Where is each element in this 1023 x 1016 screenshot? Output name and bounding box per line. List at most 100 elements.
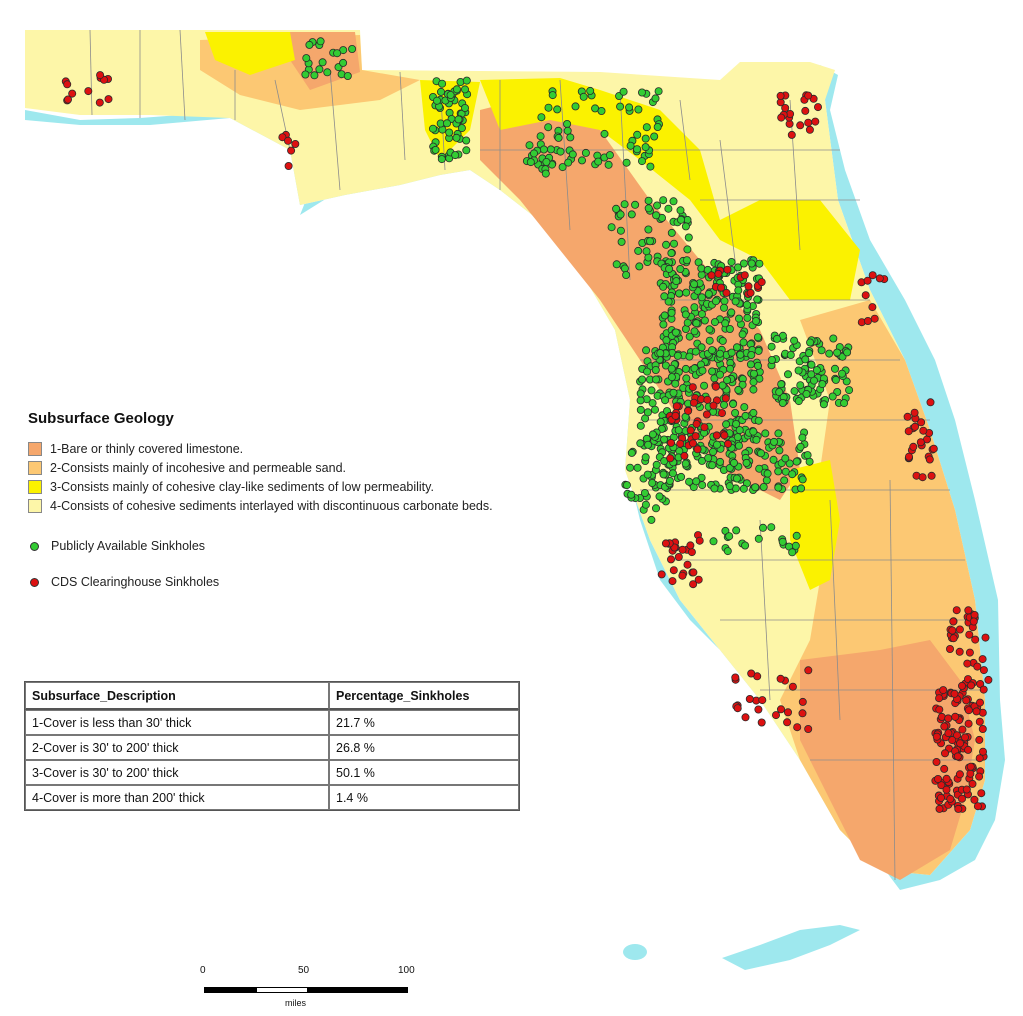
- cds-sinkhole-point: [962, 785, 971, 794]
- public-sinkhole-point: [662, 240, 671, 249]
- cds-sinkhole-point: [868, 303, 877, 312]
- cds-sinkhole-point: [717, 283, 726, 292]
- cds-sinkhole-point: [932, 732, 941, 741]
- public-sinkhole-point: [656, 417, 665, 426]
- cds-sinkhole-point: [669, 566, 678, 575]
- public-sinkhole-point: [704, 289, 713, 298]
- cds-sinkhole-point: [966, 769, 975, 778]
- public-sinkhole-point: [743, 313, 752, 322]
- cds-sinkhole-point: [919, 426, 928, 435]
- geology-class-3-panhandle: [205, 32, 295, 75]
- public-sinkhole-point: [661, 396, 670, 405]
- public-sinkhole-point: [734, 286, 743, 295]
- public-sinkhole-point: [600, 129, 609, 138]
- cds-sinkhole-point: [772, 711, 781, 720]
- public-sinkhole-point: [665, 264, 674, 273]
- public-sinkhole-point: [451, 151, 460, 160]
- public-sinkhole-point: [438, 79, 447, 88]
- public-sinkhole-point: [833, 348, 842, 357]
- public-sinkhole-point: [636, 396, 645, 405]
- public-sinkhole-point: [806, 338, 815, 347]
- public-sinkhole-point: [302, 54, 311, 63]
- table-cell: 21.7 %: [329, 710, 519, 735]
- cds-sinkhole-point: [702, 410, 711, 419]
- public-sinkhole-point: [566, 133, 575, 142]
- public-sinkhole-point: [651, 405, 660, 414]
- public-sinkhole-point: [652, 460, 661, 469]
- public-sinkhole-point: [754, 346, 763, 355]
- scale-segment-2: [256, 987, 308, 993]
- public-sinkhole-point: [671, 379, 680, 388]
- public-sinkhole-point: [622, 158, 631, 167]
- public-sinkhole-point: [642, 346, 651, 355]
- public-sinkhole-point: [698, 310, 707, 319]
- public-sinkhole-point: [446, 91, 455, 100]
- public-sinkhole-point: [542, 157, 551, 166]
- public-sinkhole-point: [763, 469, 772, 478]
- public-sinkhole-point: [544, 103, 553, 112]
- scale-tick-0: 0: [200, 965, 206, 976]
- public-sinkhole-point: [594, 157, 603, 166]
- cds-sinkhole-point: [958, 725, 967, 734]
- public-sinkhole-point: [708, 461, 717, 470]
- cds-sinkhole-point: [916, 438, 925, 447]
- public-sinkhole-point: [698, 481, 707, 490]
- public-sinkhole-point: [790, 336, 799, 345]
- public-sinkhole-point: [786, 350, 795, 359]
- cds-sinkhole-point: [973, 662, 982, 671]
- cds-sinkhole-point: [939, 686, 948, 695]
- public-sinkhole-point: [634, 246, 643, 255]
- cds-sinkhole-point: [946, 794, 955, 803]
- public-sinkhole-point: [781, 454, 790, 463]
- cds-sinkhole-point: [733, 704, 742, 713]
- public-sinkhole-point: [643, 470, 652, 479]
- public-sinkhole-point: [672, 277, 681, 286]
- public-sinkhole-point: [762, 476, 771, 485]
- public-sinkhole-point: [749, 369, 758, 378]
- cds-sinkhole-point: [805, 125, 814, 134]
- cds-sinkhole-point: [777, 705, 786, 714]
- public-sinkhole-point: [536, 132, 545, 141]
- cds-sinkhole-point: [964, 719, 973, 728]
- public-sinkhole-point: [774, 483, 783, 492]
- public-sinkhole-point: [627, 210, 636, 219]
- legend-label-4: 4-Consists of cohesive sediments interla…: [50, 498, 493, 513]
- public-sinkhole-point: [622, 481, 631, 490]
- table-cell: 1-Cover is less than 30' thick: [25, 710, 329, 735]
- public-sinkhole-point: [636, 405, 645, 414]
- public-sinkhole-point: [709, 537, 718, 546]
- public-sinkhole-point: [754, 534, 763, 543]
- public-sinkhole-point: [436, 87, 445, 96]
- public-sinkhole-point: [571, 102, 580, 111]
- public-sinkhole-point: [659, 282, 668, 291]
- cds-sinkhole-point: [783, 718, 792, 727]
- cds-sinkhole-point: [709, 401, 718, 410]
- public-sinkhole-point: [792, 531, 801, 540]
- cds-sinkhole-point: [944, 714, 953, 723]
- public-sinkhole-point: [652, 504, 661, 513]
- public-sinkhole-point: [644, 440, 653, 449]
- cds-sinkhole-point: [863, 316, 872, 325]
- cds-sinkhole-point: [863, 276, 872, 285]
- public-sinkhole-point: [685, 352, 694, 361]
- public-sinkhole-point: [681, 459, 690, 468]
- table-cell: 2-Cover is 30' to 200' thick: [25, 735, 329, 760]
- public-sinkhole-point: [681, 364, 690, 373]
- public-sinkhole-point: [676, 264, 685, 273]
- public-sinkhole-point: [807, 370, 816, 379]
- public-sinkhole-point: [735, 314, 744, 323]
- cds-sinkhole-point: [686, 541, 695, 550]
- public-sinkhole-point: [648, 478, 657, 487]
- table-cell: 1.4 %: [329, 785, 519, 810]
- scale-unit: miles: [285, 998, 307, 1008]
- cds-sinkhole-point: [979, 747, 988, 756]
- cds-sinkhole-point: [787, 130, 796, 139]
- cds-sinkhole-point: [694, 575, 703, 584]
- public-sinkhole-point: [733, 343, 742, 352]
- cds-sinkhole-point: [688, 383, 697, 392]
- public-sinkhole-point: [831, 364, 840, 373]
- cds-sinkhole-point: [937, 793, 946, 802]
- public-sinkhole-point: [462, 146, 471, 155]
- cds-sinkhole-point: [918, 473, 927, 482]
- public-sinkhole-point: [770, 437, 779, 446]
